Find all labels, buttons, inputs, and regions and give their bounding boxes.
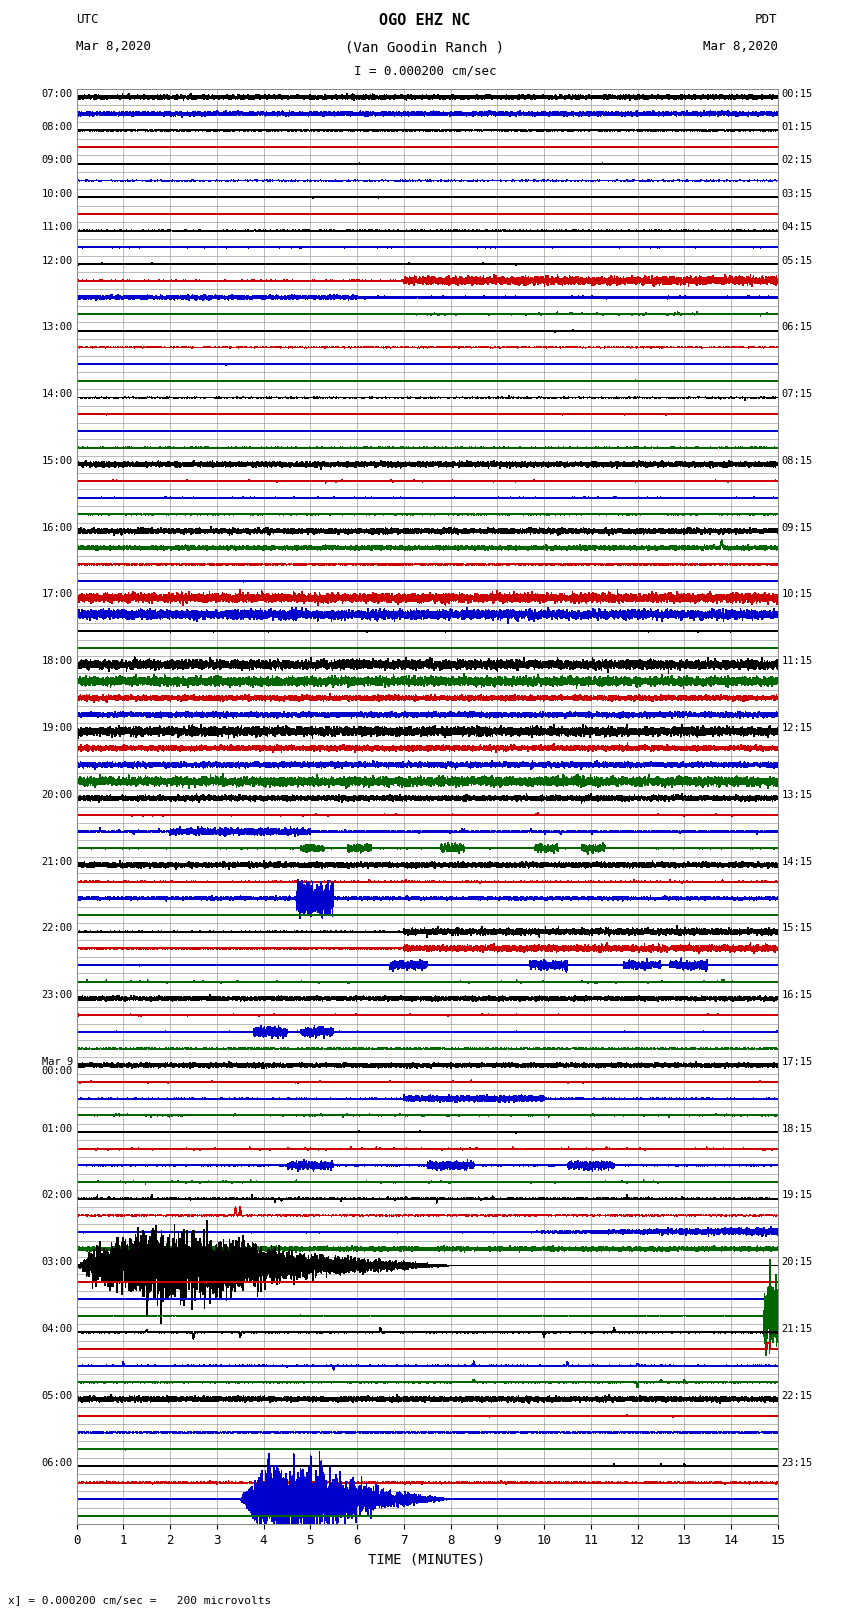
Text: 22:15: 22:15 bbox=[781, 1390, 813, 1400]
Text: 16:00: 16:00 bbox=[42, 523, 73, 532]
Text: Mar 8,2020: Mar 8,2020 bbox=[76, 40, 151, 53]
Text: PDT: PDT bbox=[756, 13, 778, 26]
Text: 03:15: 03:15 bbox=[781, 189, 813, 198]
Text: 19:15: 19:15 bbox=[781, 1190, 813, 1200]
Text: 10:00: 10:00 bbox=[42, 189, 73, 198]
Text: 10:15: 10:15 bbox=[781, 589, 813, 600]
Text: 15:15: 15:15 bbox=[781, 923, 813, 934]
Text: 03:00: 03:00 bbox=[42, 1257, 73, 1268]
Text: 19:00: 19:00 bbox=[42, 723, 73, 732]
Text: 14:00: 14:00 bbox=[42, 389, 73, 398]
Text: 04:00: 04:00 bbox=[42, 1324, 73, 1334]
Text: Mar 8,2020: Mar 8,2020 bbox=[703, 40, 778, 53]
Text: OGO EHZ NC: OGO EHZ NC bbox=[379, 13, 471, 27]
Text: 09:15: 09:15 bbox=[781, 523, 813, 532]
Text: 09:00: 09:00 bbox=[42, 155, 73, 166]
Text: 06:00: 06:00 bbox=[42, 1458, 73, 1468]
Text: 13:15: 13:15 bbox=[781, 790, 813, 800]
Text: 22:00: 22:00 bbox=[42, 923, 73, 934]
Text: 05:15: 05:15 bbox=[781, 255, 813, 266]
Text: x] = 0.000200 cm/sec =   200 microvolts: x] = 0.000200 cm/sec = 200 microvolts bbox=[8, 1595, 272, 1605]
Text: 06:15: 06:15 bbox=[781, 323, 813, 332]
Text: 08:15: 08:15 bbox=[781, 456, 813, 466]
Text: (Van Goodin Ranch ): (Van Goodin Ranch ) bbox=[345, 40, 505, 55]
Text: 18:15: 18:15 bbox=[781, 1124, 813, 1134]
Text: 07:15: 07:15 bbox=[781, 389, 813, 398]
Text: 16:15: 16:15 bbox=[781, 990, 813, 1000]
Text: 20:15: 20:15 bbox=[781, 1257, 813, 1268]
Text: 23:15: 23:15 bbox=[781, 1458, 813, 1468]
Text: 23:00: 23:00 bbox=[42, 990, 73, 1000]
Text: UTC: UTC bbox=[76, 13, 99, 26]
Text: 21:15: 21:15 bbox=[781, 1324, 813, 1334]
Text: 14:15: 14:15 bbox=[781, 857, 813, 866]
Text: 17:15: 17:15 bbox=[781, 1057, 813, 1066]
Text: 15:00: 15:00 bbox=[42, 456, 73, 466]
Text: Mar 9
00:00: Mar 9 00:00 bbox=[42, 1057, 73, 1076]
Text: 00:15: 00:15 bbox=[781, 89, 813, 98]
Text: 07:00: 07:00 bbox=[42, 89, 73, 98]
Text: 18:00: 18:00 bbox=[42, 656, 73, 666]
Text: 17:00: 17:00 bbox=[42, 589, 73, 600]
Text: 01:15: 01:15 bbox=[781, 123, 813, 132]
Text: 08:00: 08:00 bbox=[42, 123, 73, 132]
Text: 04:15: 04:15 bbox=[781, 223, 813, 232]
Text: 12:00: 12:00 bbox=[42, 255, 73, 266]
Text: 12:15: 12:15 bbox=[781, 723, 813, 732]
Text: I = 0.000200 cm/sec: I = 0.000200 cm/sec bbox=[354, 65, 496, 77]
Text: 11:00: 11:00 bbox=[42, 223, 73, 232]
Text: 21:00: 21:00 bbox=[42, 857, 73, 866]
Text: 02:00: 02:00 bbox=[42, 1190, 73, 1200]
X-axis label: TIME (MINUTES): TIME (MINUTES) bbox=[369, 1553, 485, 1566]
Text: 05:00: 05:00 bbox=[42, 1390, 73, 1400]
Text: 13:00: 13:00 bbox=[42, 323, 73, 332]
Text: 01:00: 01:00 bbox=[42, 1124, 73, 1134]
Text: 02:15: 02:15 bbox=[781, 155, 813, 166]
Text: 11:15: 11:15 bbox=[781, 656, 813, 666]
Text: 20:00: 20:00 bbox=[42, 790, 73, 800]
